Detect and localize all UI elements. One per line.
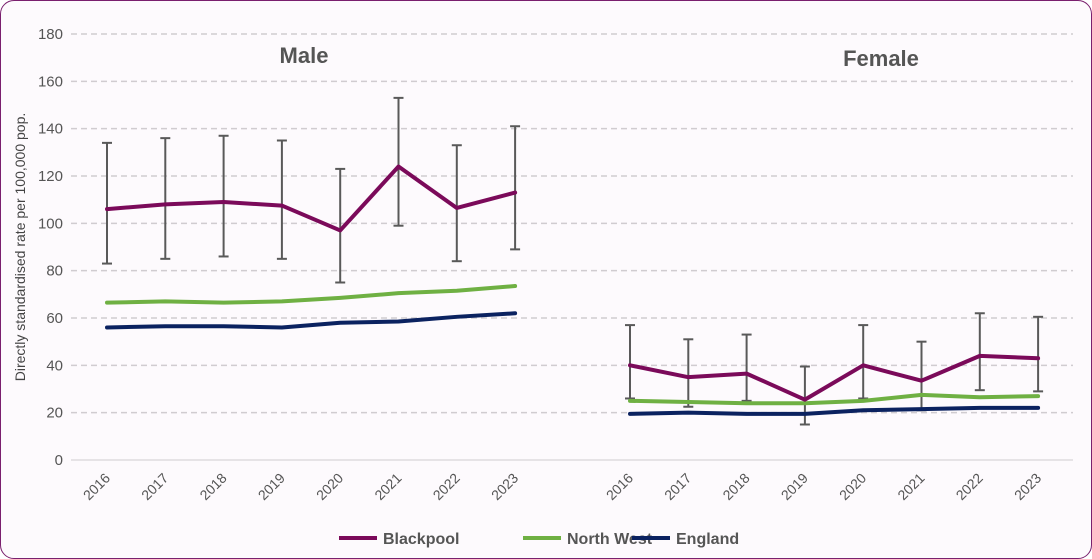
error-bar — [393, 96, 404, 227]
legend-label: England — [676, 531, 739, 548]
series-line-blackpool-female — [628, 353, 1041, 402]
error-bar — [510, 125, 521, 251]
x-tick-label: 2023 — [1011, 470, 1044, 503]
error-bar — [858, 324, 869, 400]
x-tick-label: 2016 — [80, 470, 113, 503]
error-bar — [218, 134, 229, 258]
x-tick-label: 2021 — [894, 470, 927, 503]
y-tick-label: 40 — [46, 357, 63, 374]
error-bar — [741, 333, 752, 402]
x-tick-label: 2020 — [836, 470, 869, 503]
x-tick-label: 2017 — [661, 470, 694, 503]
x-tick-label: 2018 — [719, 470, 752, 503]
legend-label: North West — [567, 531, 653, 548]
series-line-england-male — [105, 311, 518, 330]
x-tick-label: 2022 — [430, 470, 463, 503]
error-bar — [276, 139, 287, 260]
x-tick-label: 2022 — [953, 470, 986, 503]
error-bar — [160, 137, 171, 260]
y-tick-label: 80 — [46, 263, 63, 280]
error-bar — [451, 144, 462, 263]
y-tick-label: 120 — [38, 168, 63, 185]
x-tick-label: 2019 — [255, 470, 288, 503]
y-axis-label: Directly standardised rate per 100,000 p… — [12, 113, 28, 382]
series-line-north-west-male — [105, 284, 518, 305]
error-bar — [335, 167, 346, 284]
series-line-england-female — [628, 405, 1041, 416]
error-bar — [974, 312, 985, 392]
x-tick-label: 2016 — [603, 470, 636, 503]
error-bar — [102, 141, 112, 265]
y-tick-label: 20 — [46, 405, 63, 422]
panel-title: Male — [280, 43, 329, 68]
x-tick-label: 2019 — [778, 470, 811, 503]
error-bar — [1033, 315, 1044, 393]
x-tick-label: 2021 — [371, 470, 404, 503]
error-bar — [916, 340, 927, 412]
y-tick-label: 140 — [38, 121, 63, 138]
y-tick-label: 160 — [38, 73, 63, 90]
legend-label: Blackpool — [383, 531, 459, 548]
x-tick-label: 2023 — [488, 470, 521, 503]
x-tick-label: 2018 — [196, 470, 229, 503]
y-tick-label: 60 — [46, 310, 63, 327]
series-line-north-west-female — [628, 392, 1041, 406]
y-tick-label: 100 — [38, 215, 63, 232]
error-bar — [683, 338, 694, 408]
panel-title: Female — [843, 46, 919, 71]
y-tick-label: 180 — [38, 26, 63, 43]
series-line-blackpool-male — [105, 164, 518, 233]
x-tick-label: 2020 — [313, 470, 346, 503]
error-bar — [625, 324, 635, 400]
y-tick-label: 0 — [55, 452, 63, 469]
x-tick-label: 2017 — [138, 470, 171, 503]
